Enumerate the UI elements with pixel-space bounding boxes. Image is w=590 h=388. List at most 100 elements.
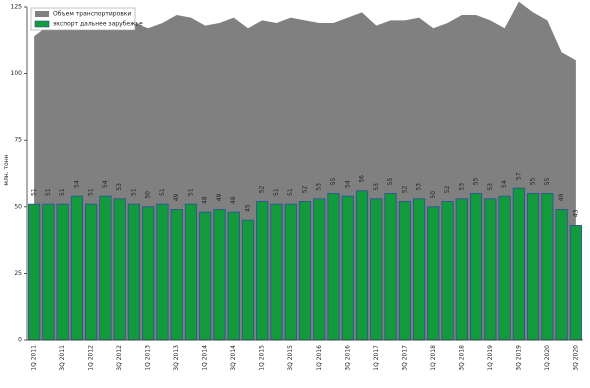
data-label: 49 [558,193,565,201]
bar [42,203,55,341]
bar [370,198,383,341]
bar [213,209,226,341]
legend-label: экспорт дальнее зарубежье [53,21,143,28]
bar [270,203,283,341]
data-label: 53 [416,183,423,191]
x-tick-label: 1Q 2013 [145,345,152,371]
data-label: 55 [473,177,480,185]
x-tick-label: 3Q 2016 [344,345,351,371]
bar [28,203,41,341]
data-label: 54 [501,180,508,188]
y-tick-label: 50 [14,203,22,210]
data-label: 56 [359,175,366,183]
bar [541,193,554,341]
x-tick-label: 1Q 2012 [88,345,95,371]
y-tick-label: 125 [11,4,23,11]
legend-swatch [34,20,50,28]
data-label: 53 [116,183,123,191]
x-tick-label: 1Q 2016 [316,345,323,371]
data-label: 54 [344,180,351,188]
data-label: 48 [202,196,209,204]
data-label: 53 [487,183,494,191]
x-tick-label: 3Q 2017 [401,345,408,371]
legend-label: Объем транспортировки [53,11,131,18]
data-label: 49 [173,193,180,201]
y-tick-label: 75 [14,137,22,144]
data-label: 49 [216,193,223,201]
data-label: 51 [159,188,166,196]
x-tick-label: 1Q 2011 [31,345,38,371]
data-label: 50 [430,191,437,199]
data-label: 52 [302,185,309,193]
bar [384,193,397,341]
bar [484,198,497,341]
bar [341,195,354,341]
bar [569,225,582,341]
bar [469,193,483,341]
x-tick-label: 3Q 2012 [116,345,123,371]
bar [555,209,568,341]
bar [527,193,540,341]
data-label: 55 [387,177,394,185]
bar [184,203,198,341]
data-label: 51 [287,188,294,196]
x-tick-label: 3Q 2015 [287,345,294,371]
bar [227,211,240,341]
data-label: 53 [373,183,380,191]
x-tick-label: 3Q 2018 [458,345,465,371]
data-label: 57 [515,172,522,180]
bar [241,219,255,341]
data-label: 48 [230,196,237,204]
bar [56,203,69,341]
x-tick-label: 3Q 2014 [230,345,237,371]
data-label: 51 [31,188,38,196]
bar [298,201,312,341]
bar [70,195,83,341]
bar [512,187,525,341]
bar [427,206,440,341]
data-label: 51 [130,188,137,196]
data-label: 53 [458,183,465,191]
bar [441,201,454,341]
bar [498,195,511,341]
bar [127,203,141,341]
legend-box [30,7,136,31]
data-label: 51 [59,188,66,196]
bar [156,203,169,341]
bar [85,203,98,341]
x-tick-label: 3Q 2020 [572,345,579,371]
bar [170,209,183,341]
data-label: 55 [544,177,551,185]
bar [113,198,126,341]
y-tick-label: 0 [18,337,22,344]
bar [355,190,369,341]
data-label: 45 [244,204,251,212]
bar [398,201,411,341]
data-label: 50 [145,191,152,199]
data-label: 52 [259,185,266,193]
area [34,1,576,341]
bar [412,198,426,341]
x-tick-label: 3Q 2013 [173,345,180,371]
bar [199,211,212,341]
bar [142,206,155,341]
data-label: 54 [102,180,109,188]
y-tick-label: 25 [14,270,22,277]
bar [99,195,112,341]
x-tick-label: 3Q 2011 [59,345,66,371]
data-label: 54 [73,180,80,188]
bar [284,203,297,341]
x-tick-label: 1Q 2018 [430,345,437,371]
bar [327,193,340,341]
data-label: 51 [45,188,52,196]
x-tick-label: 1Q 2019 [487,345,494,371]
data-label: 51 [273,188,280,196]
x-tick-label: 3Q 2019 [515,345,522,371]
bar [455,198,468,341]
x-tick-label: 1Q 2017 [373,345,380,371]
y-tick-label: 100 [11,70,23,77]
data-label: 51 [88,188,95,196]
data-label: 52 [401,185,408,193]
x-tick-label: 1Q 2015 [259,345,266,371]
